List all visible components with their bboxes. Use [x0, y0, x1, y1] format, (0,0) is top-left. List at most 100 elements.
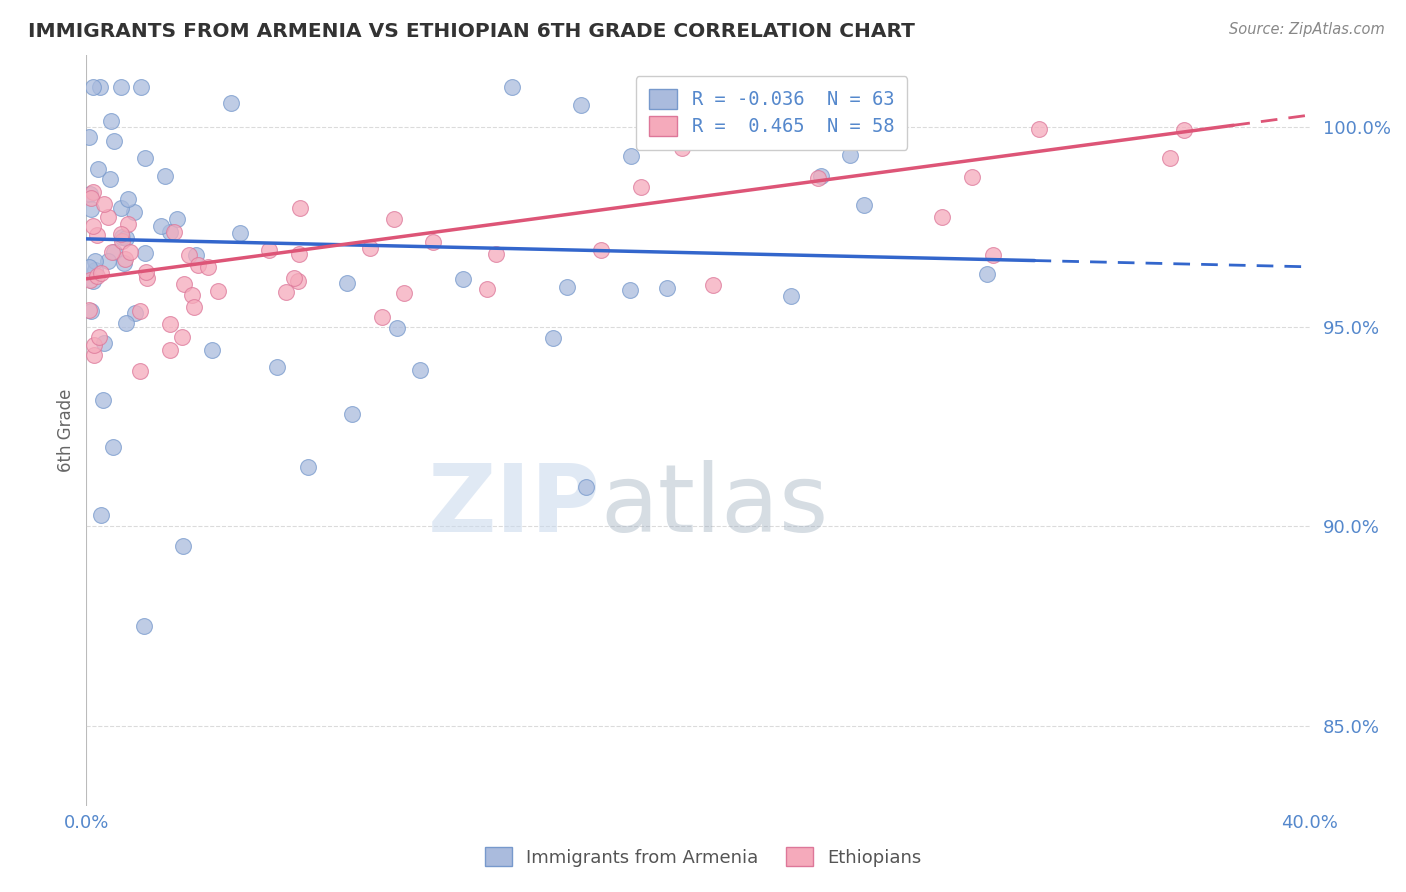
Point [187, 258, 209, 272]
Point [409, 363, 432, 377]
Point [87, 161, 110, 176]
Text: atlas: atlas [600, 459, 828, 551]
Point [98, 172, 121, 186]
Point [89, 80, 111, 95]
Point [103, 440, 125, 454]
Legend: Immigrants from Armenia, Ethiopians: Immigrants from Armenia, Ethiopians [478, 840, 928, 874]
Point [84, 263, 107, 277]
Point [117, 192, 139, 206]
Point [82, 274, 104, 288]
Point [749, 90, 772, 104]
Point [183, 300, 205, 314]
Point [619, 283, 641, 297]
Point [931, 210, 953, 224]
Point [86, 268, 108, 283]
Point [960, 169, 983, 184]
Point [852, 198, 875, 212]
Point [266, 359, 288, 374]
Point [575, 479, 598, 493]
Point [287, 274, 309, 288]
Point [184, 248, 207, 262]
Point [103, 134, 125, 148]
Point [134, 246, 156, 260]
Point [290, 201, 312, 215]
Point [132, 619, 155, 633]
Point [103, 244, 125, 259]
Point [702, 277, 724, 292]
Point [177, 248, 200, 262]
Point [80, 191, 103, 205]
Point [159, 343, 181, 357]
Point [90, 266, 112, 280]
Point [371, 310, 394, 324]
Point [197, 260, 219, 274]
Point [422, 235, 444, 249]
Point [501, 80, 523, 95]
Point [110, 80, 132, 95]
Point [259, 243, 281, 257]
Point [283, 271, 305, 285]
Point [207, 284, 229, 298]
Point [136, 271, 159, 285]
Point [159, 317, 181, 331]
Point [93, 393, 115, 408]
Point [129, 304, 152, 318]
Point [83, 338, 105, 352]
Point [1173, 123, 1195, 137]
Point [392, 285, 415, 300]
Point [93, 336, 115, 351]
Point [82, 185, 104, 199]
Point [555, 280, 578, 294]
Point [90, 508, 112, 523]
Point [201, 343, 224, 358]
Point [359, 241, 381, 255]
Point [976, 267, 998, 281]
Legend: R = -0.036  N = 63, R =  0.465  N = 58: R = -0.036 N = 63, R = 0.465 N = 58 [636, 76, 907, 150]
Point [82, 80, 104, 95]
Point [79, 129, 101, 144]
Point [981, 248, 1004, 262]
Point [82, 219, 104, 234]
Point [838, 148, 860, 162]
Y-axis label: 6th Grade: 6th Grade [58, 389, 75, 472]
Point [122, 204, 145, 219]
Point [87, 330, 110, 344]
Point [541, 331, 564, 345]
Point [83, 348, 105, 362]
Point [111, 229, 134, 244]
Point [153, 169, 176, 183]
Point [288, 246, 311, 260]
Point [114, 316, 136, 330]
Point [671, 141, 693, 155]
Point [120, 245, 142, 260]
Point [475, 282, 498, 296]
Point [110, 235, 132, 249]
Point [79, 186, 101, 201]
Point [451, 272, 474, 286]
Point [180, 288, 202, 302]
Point [620, 149, 643, 163]
Point [172, 540, 194, 554]
Point [229, 226, 252, 240]
Point [810, 169, 832, 184]
Point [112, 256, 135, 270]
Point [134, 151, 156, 165]
Point [1159, 151, 1181, 165]
Point [807, 171, 830, 186]
Point [297, 459, 319, 474]
Point [79, 273, 101, 287]
Point [93, 196, 115, 211]
Point [149, 219, 172, 233]
Point [110, 227, 132, 241]
Point [485, 247, 508, 261]
Point [655, 281, 678, 295]
Point [97, 254, 120, 268]
Text: IMMIGRANTS FROM ARMENIA VS ETHIOPIAN 6TH GRADE CORRELATION CHART: IMMIGRANTS FROM ARMENIA VS ETHIOPIAN 6TH… [28, 22, 915, 41]
Point [84, 254, 107, 268]
Point [630, 179, 652, 194]
Point [569, 97, 592, 112]
Point [274, 285, 297, 299]
Point [115, 230, 138, 244]
Point [163, 225, 186, 239]
Point [86, 227, 108, 242]
